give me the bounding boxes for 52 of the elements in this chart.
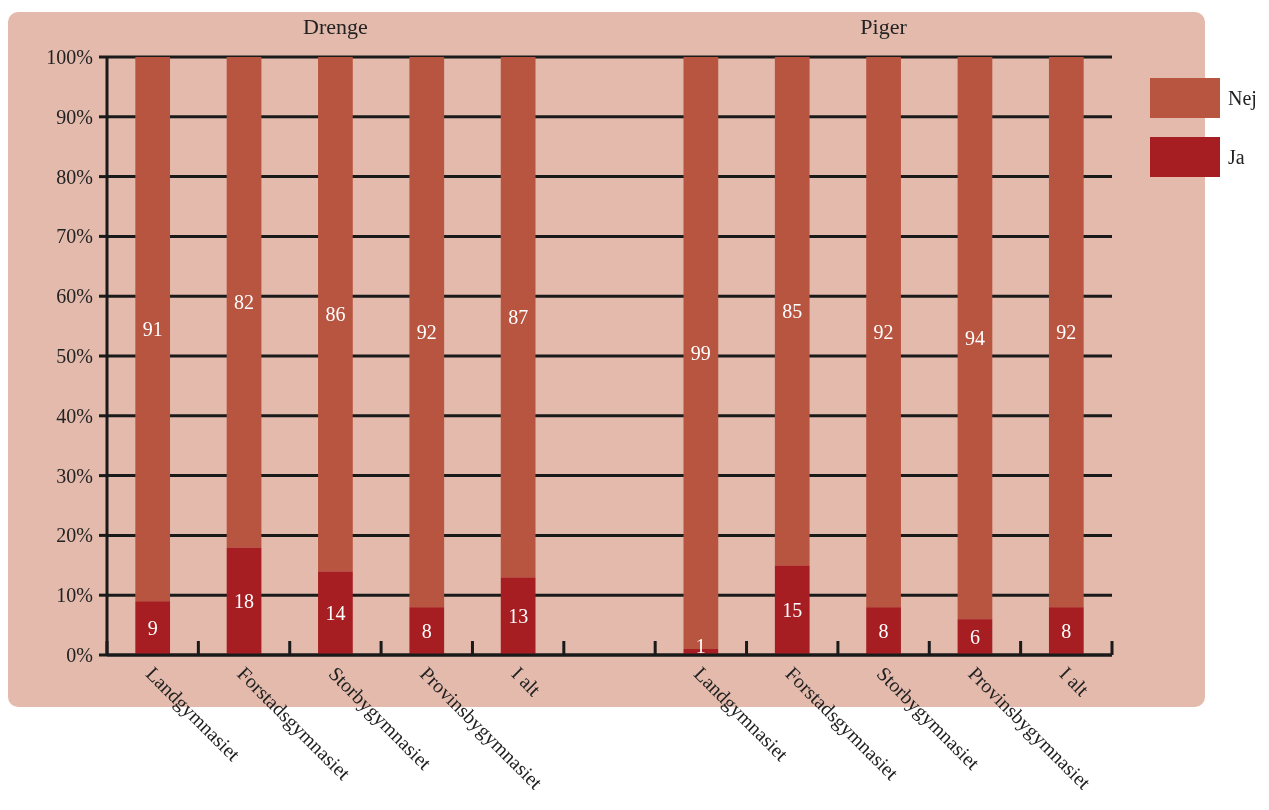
data-label: 92 xyxy=(1056,321,1077,344)
y-tick-label: 10% xyxy=(56,584,93,607)
data-label: 94 xyxy=(964,327,985,350)
bar xyxy=(957,57,993,620)
y-tick-label: 0% xyxy=(66,644,93,666)
bar xyxy=(500,57,536,578)
data-label: 92 xyxy=(416,321,437,344)
legend-label: Ja xyxy=(1228,146,1245,168)
bar xyxy=(500,577,536,655)
data-label: 15 xyxy=(782,599,803,622)
bar xyxy=(135,601,171,655)
data-label: 82 xyxy=(234,291,255,314)
bar xyxy=(226,547,262,655)
text: Drenge xyxy=(303,14,368,39)
bar xyxy=(318,57,353,572)
y-tick-label: 80% xyxy=(56,165,93,188)
bar xyxy=(866,57,901,608)
y-tick-label: 40% xyxy=(56,404,93,427)
y-tick-label: 70% xyxy=(56,225,93,248)
bar xyxy=(774,57,810,566)
data-label: 91 xyxy=(142,318,163,341)
bar xyxy=(135,57,171,602)
bar xyxy=(409,607,445,655)
y-tick-label: 90% xyxy=(56,105,93,128)
y-tick-label: 30% xyxy=(56,464,93,487)
data-label: 1 xyxy=(695,635,706,657)
data-label: 6 xyxy=(969,626,980,649)
data-label: 8 xyxy=(878,620,889,643)
bar xyxy=(409,57,445,608)
data-label: 87 xyxy=(508,306,529,329)
y-tick-label: 60% xyxy=(56,285,93,308)
bar xyxy=(226,57,262,548)
data-label: 92 xyxy=(873,321,894,344)
y-tick-label: 20% xyxy=(56,524,93,547)
data-label: 85 xyxy=(782,300,803,323)
bar xyxy=(866,607,901,655)
text: Piger xyxy=(860,14,908,39)
bar xyxy=(1048,57,1084,608)
data-label: 8 xyxy=(421,620,432,643)
data-label: 18 xyxy=(234,590,255,613)
bar xyxy=(774,565,810,655)
data-label: 9 xyxy=(147,617,158,640)
y-tick-label: 100% xyxy=(46,46,93,68)
data-label: 8 xyxy=(1061,620,1072,643)
data-label: 99 xyxy=(690,342,711,365)
data-label: 14 xyxy=(325,602,346,625)
data-label: 86 xyxy=(325,303,346,326)
y-tick-label: 50% xyxy=(56,345,93,367)
bar xyxy=(1048,607,1084,655)
legend-label: Nej xyxy=(1228,87,1257,110)
data-label: 13 xyxy=(508,605,529,628)
bar xyxy=(318,571,353,655)
